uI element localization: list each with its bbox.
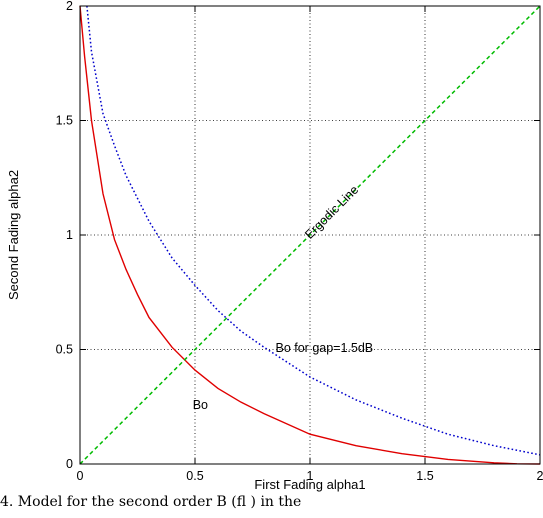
annotations: Ergodic Line Bo for gap=1.5dB Bo: [193, 183, 373, 412]
annotation-bo-for-gap-1-5db: Bo for gap=1.5dB: [276, 341, 374, 355]
x-tick-labels: 0 0.5 1 1.5 2: [77, 469, 543, 483]
x-tick-label: 0: [77, 469, 84, 483]
tick-marks: [79, 5, 541, 465]
y-tick-label: 0: [66, 457, 73, 471]
y-tick-label: 1: [66, 228, 73, 242]
y-axis-label: Second Fading alpha2: [6, 170, 21, 300]
x-axis-label: First Fading alpha1: [254, 477, 365, 492]
series-group: [79, 5, 541, 465]
y-tick-labels: 0 0.5 1 1.5 2: [56, 0, 73, 471]
grid-lines: [80, 6, 540, 464]
x-tick-label: 1: [307, 469, 314, 483]
series-line-ergodic-line: [79, 5, 541, 465]
x-tick-label: 2: [537, 469, 543, 483]
y-tick-label: 0.5: [56, 343, 73, 357]
x-tick-label: 0.5: [186, 469, 203, 483]
y-tick-label: 1.5: [56, 114, 73, 128]
figure-caption: 4. Model for the second order B (fl ) in…: [0, 494, 302, 510]
series-line-bo: [79, 5, 541, 465]
annotation-ergodic-line: Ergodic Line: [302, 183, 361, 242]
x-tick-label: 1.5: [416, 469, 433, 483]
annotation-bo: Bo: [193, 398, 208, 412]
y-tick-label: 2: [66, 0, 73, 13]
chart: 0 0.5 1 1.5 2 00.511.52 First Fading alpha1 …: [6, 0, 543, 492]
